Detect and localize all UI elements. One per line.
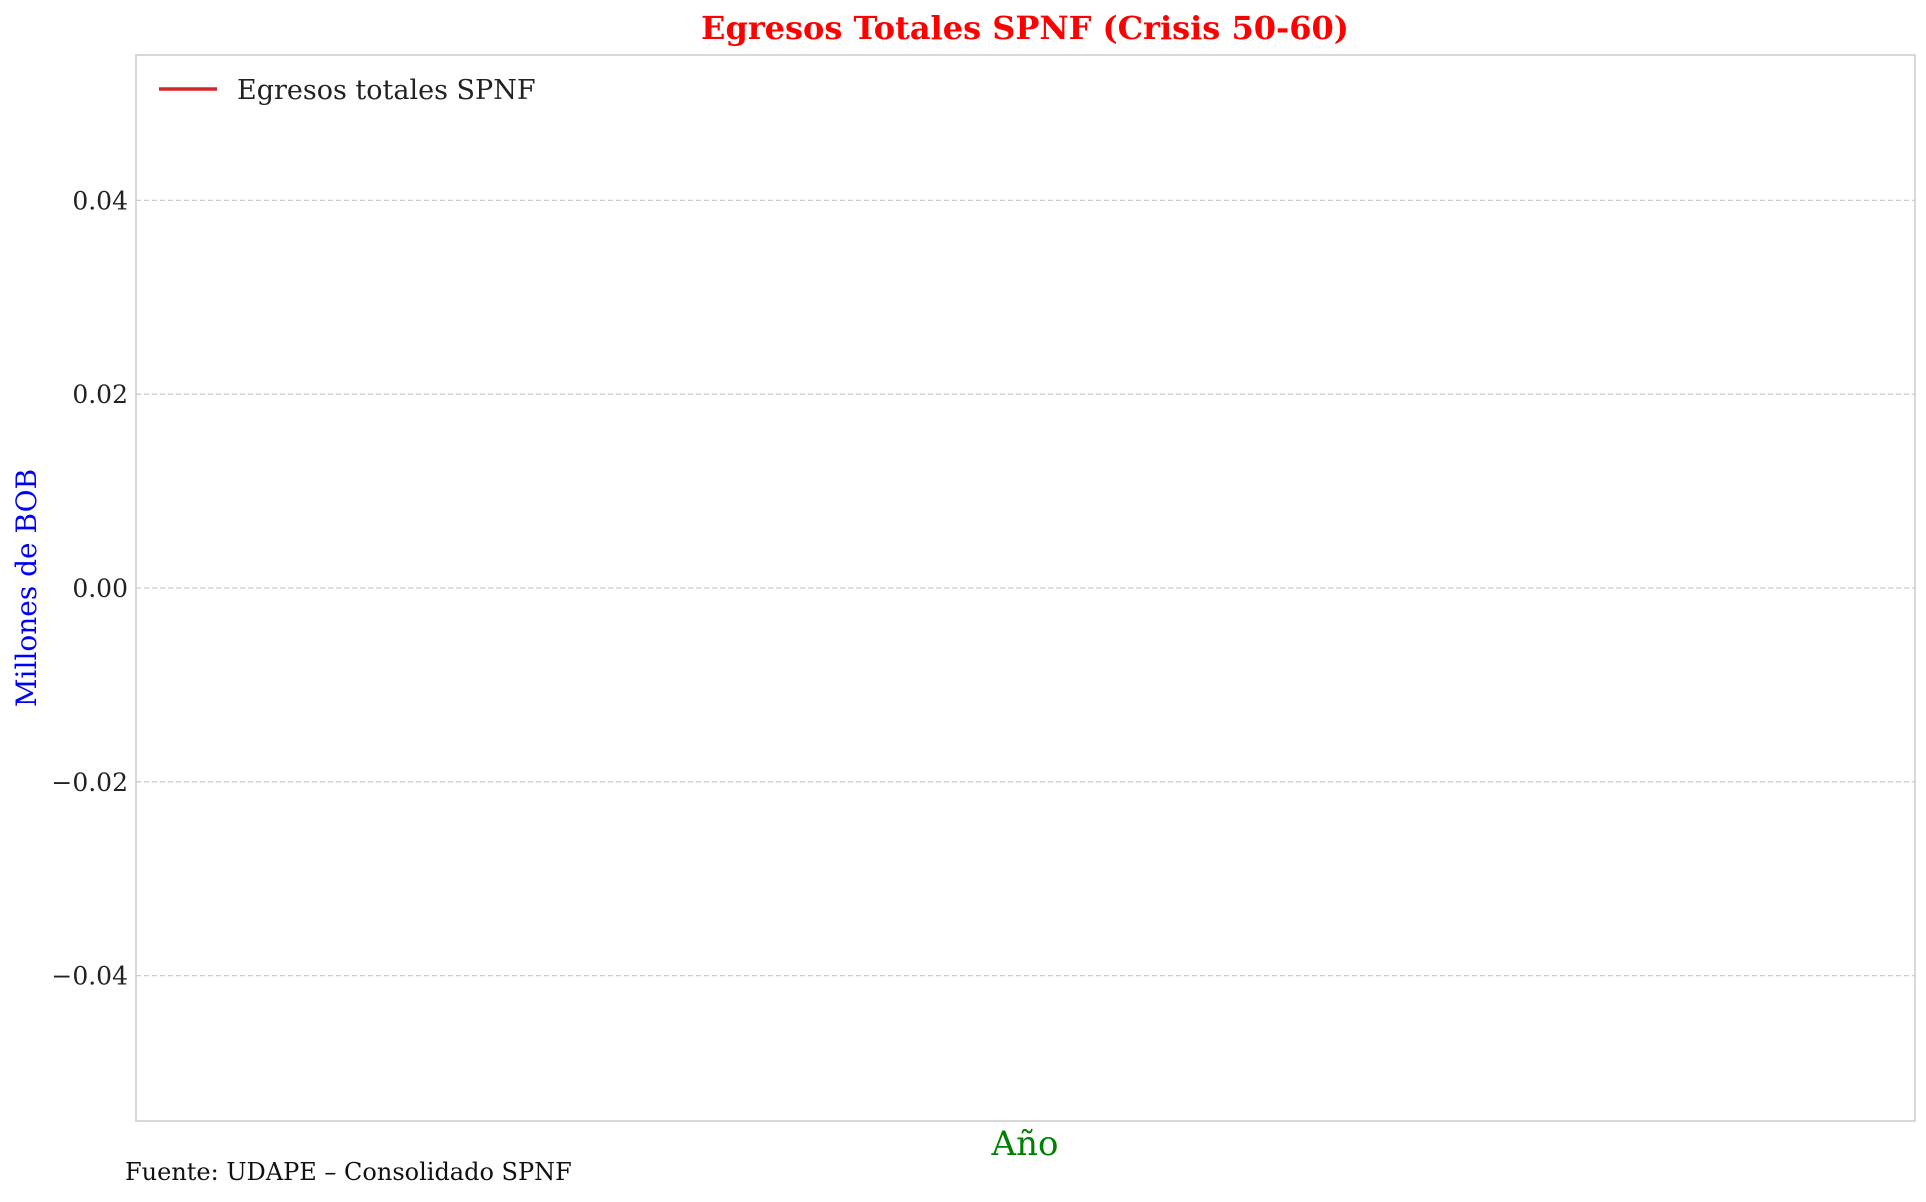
plot-frame: [135, 54, 1916, 1122]
y-tick-label: 0.04: [72, 186, 128, 215]
y-tick-label: −0.02: [51, 768, 128, 797]
x-axis-label: Año: [991, 1124, 1059, 1164]
y-axis-ticks: 0.04 0.02 0.00 −0.02 −0.04: [51, 186, 128, 990]
y-tick-label: 0.02: [72, 380, 128, 409]
legend: Egresos totales SPNF: [159, 75, 536, 106]
y-tick-label: 0.00: [72, 574, 128, 603]
y-axis-label: Millones de BOB: [10, 469, 43, 707]
legend-label: Egresos totales SPNF: [237, 75, 536, 106]
source-note: Fuente: UDAPE – Consolidado SPNF: [125, 1158, 572, 1186]
y-tick-label: −0.04: [51, 962, 128, 991]
grid-lines: [136, 199, 1915, 977]
chart-title: Egresos Totales SPNF (Crisis 50-60): [701, 9, 1349, 47]
